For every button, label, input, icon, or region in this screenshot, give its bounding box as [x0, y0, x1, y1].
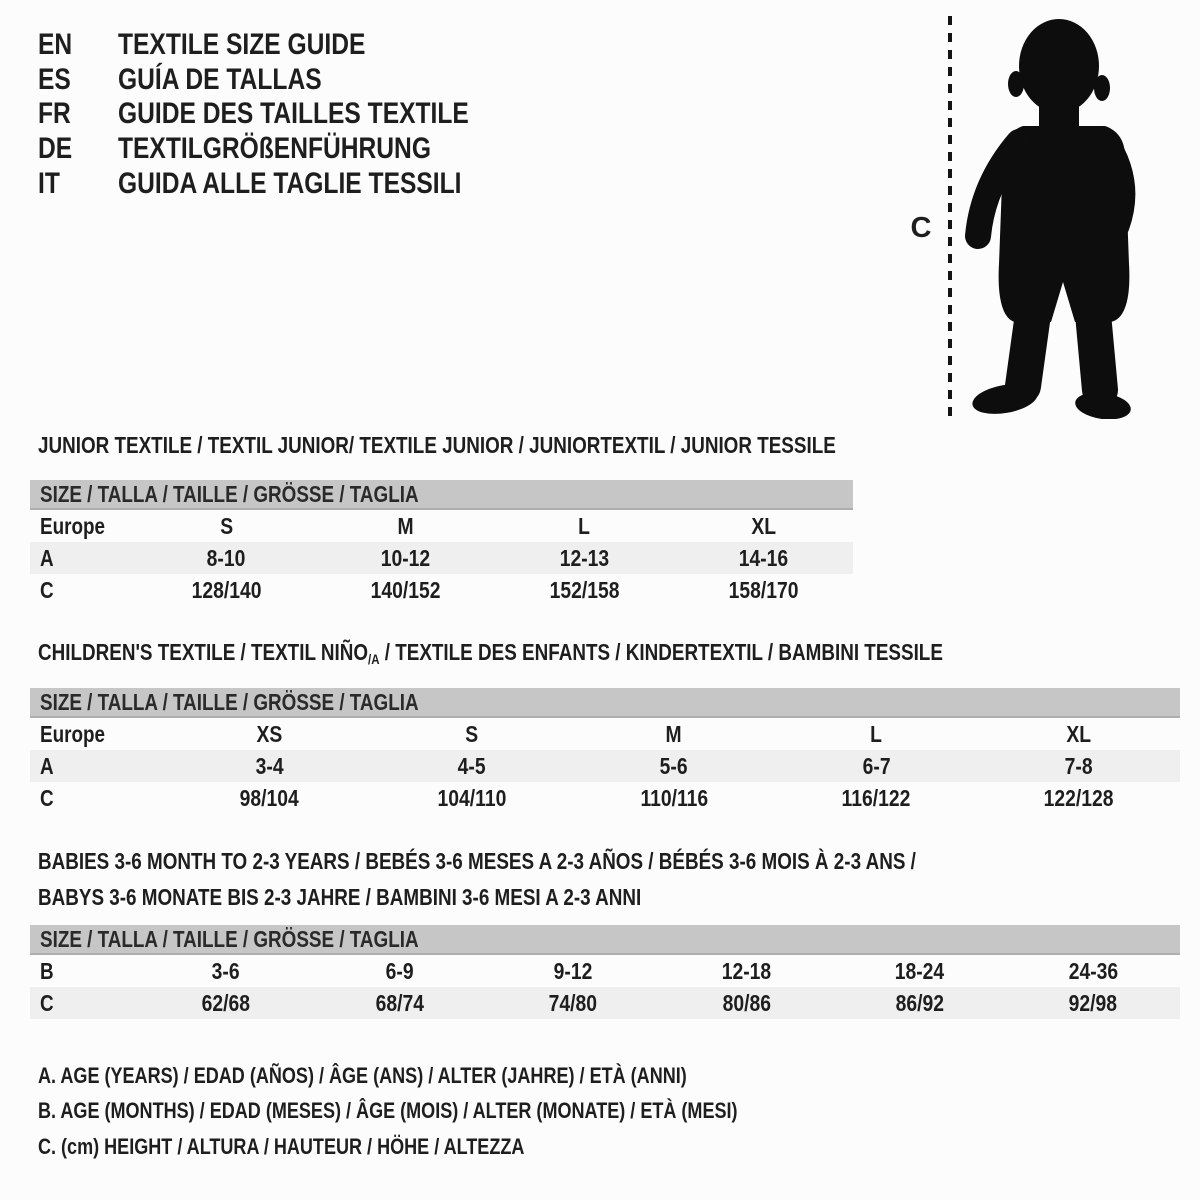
- height-measure-label: C: [910, 212, 932, 244]
- language-title: TEXTILE SIZE GUIDE: [118, 28, 366, 62]
- size-cell: S: [465, 720, 479, 747]
- size-cell: M: [397, 512, 414, 539]
- footnote: B. AGE (MONTHS) / EDAD (MESES) / ÂGE (MO…: [38, 1098, 738, 1124]
- toddler-silhouette-icon: [965, 19, 1136, 419]
- babies-title-line1: BABIES 3-6 MONTH TO 2-3 YEARS / BEBÉS 3-…: [38, 848, 916, 874]
- footnotes: A. AGE (YEARS) / EDAD (AÑOS) / ÂGE (ANS)…: [38, 1058, 891, 1165]
- footnote: A. AGE (YEARS) / EDAD (AÑOS) / ÂGE (ANS)…: [38, 1062, 687, 1088]
- row-label: B: [40, 957, 54, 984]
- value-cell: 98/104: [239, 784, 299, 811]
- value-cell: 104/110: [437, 784, 506, 811]
- size-header-label: SIZE / TALLA / TAILLE / GRÖSSE / TAGLIA: [40, 925, 419, 952]
- table-row-europe: Europe S M L XL: [30, 510, 853, 542]
- babies-size-table: SIZE / TALLA / TAILLE / GRÖSSE / TAGLIA …: [30, 925, 1180, 1019]
- row-label: Europe: [40, 512, 105, 539]
- row-label: A: [40, 544, 54, 571]
- value-cell: 4-5: [457, 752, 486, 779]
- value-cell: 62/68: [201, 989, 251, 1016]
- language-code: DE: [38, 132, 73, 166]
- babies-section-title: BABIES 3-6 MONTH TO 2-3 YEARS / BEBÉS 3-…: [38, 843, 1109, 915]
- value-cell: 68/74: [375, 989, 424, 1016]
- value-cell: 128/140: [191, 576, 262, 603]
- value-cell: 18-24: [895, 957, 945, 984]
- value-cell: 74/80: [548, 989, 598, 1016]
- language-row: ES GUÍA DE TALLAS: [38, 63, 546, 98]
- value-cell: 92/98: [1069, 989, 1118, 1016]
- row-label: C: [40, 576, 54, 603]
- language-code: FR: [38, 97, 71, 131]
- value-cell: 10-12: [380, 544, 431, 571]
- value-cell: 5-6: [660, 752, 688, 779]
- table-row-height: C 62/68 68/74 74/80 80/86 86/92 92/98: [30, 987, 1180, 1019]
- table-header-bar: SIZE / TALLA / TAILLE / GRÖSSE / TAGLIA: [30, 688, 1180, 718]
- value-cell: 8-10: [207, 544, 246, 571]
- table-row-height: C 128/140 140/152 152/158 158/170: [30, 574, 853, 606]
- size-cell: XL: [751, 512, 776, 539]
- value-cell: 152/158: [549, 576, 620, 603]
- value-cell: 6-9: [385, 957, 414, 984]
- row-label: Europe: [40, 720, 105, 747]
- value-cell: 140/152: [370, 576, 441, 603]
- value-cell: 6-7: [862, 752, 891, 779]
- table-row-height: C 98/104 104/110 110/116 116/122 122/128: [30, 782, 1180, 814]
- language-row: DE TEXTILGRÖßENFÜHRUNG: [38, 132, 546, 167]
- language-title: GUIDE DES TAILLES TEXTILE: [118, 97, 469, 131]
- value-cell: 3-6: [212, 957, 240, 984]
- language-title-list: EN TEXTILE SIZE GUIDE ES GUÍA DE TALLAS …: [38, 28, 546, 201]
- value-cell: 116/122: [842, 784, 911, 811]
- children-size-table: SIZE / TALLA / TAILLE / GRÖSSE / TAGLIA …: [30, 688, 1180, 814]
- children-title-suffix: / TEXTILE DES ENFANTS / KINDERTEXTIL / B…: [379, 639, 943, 665]
- children-title-sub: /A: [368, 651, 380, 667]
- value-cell: 14-16: [738, 544, 789, 571]
- table-header-bar: SIZE / TALLA / TAILLE / GRÖSSE / TAGLIA: [30, 480, 853, 510]
- language-title: TEXTILGRÖßENFÜHRUNG: [118, 132, 431, 166]
- row-label: C: [40, 989, 54, 1016]
- height-measure-line: [948, 16, 952, 418]
- language-row: EN TEXTILE SIZE GUIDE: [38, 28, 546, 63]
- language-code: ES: [38, 62, 71, 96]
- language-row: IT GUIDA ALLE TAGLIE TESSILI: [38, 166, 546, 201]
- table-row-months: B 3-6 6-9 9-12 12-18 18-24 24-36: [30, 955, 1180, 987]
- size-header-label: SIZE / TALLA / TAILLE / GRÖSSE / TAGLIA: [40, 688, 419, 715]
- value-cell: 24-36: [1068, 957, 1118, 984]
- table-row-age: A 8-10 10-12 12-13 14-16: [30, 542, 853, 574]
- table-row-age: A 3-4 4-5 5-6 6-7 7-8: [30, 750, 1180, 782]
- table-row-europe: Europe XS S M L XL: [30, 718, 1180, 750]
- junior-size-table: SIZE / TALLA / TAILLE / GRÖSSE / TAGLIA …: [30, 480, 853, 606]
- value-cell: 110/116: [640, 784, 708, 811]
- children-section-title: CHILDREN'S TEXTILE / TEXTIL NIÑO/A / TEX…: [38, 639, 1142, 672]
- language-code: EN: [38, 28, 73, 62]
- language-title: GUIDA ALLE TAGLIE TESSILI: [118, 166, 462, 200]
- size-cell: S: [220, 512, 233, 539]
- value-cell: 12-13: [559, 544, 610, 571]
- table-header-bar: SIZE / TALLA / TAILLE / GRÖSSE / TAGLIA: [30, 925, 1180, 955]
- size-cell: M: [665, 720, 683, 747]
- language-row: FR GUIDE DES TAILLES TEXTILE: [38, 97, 546, 132]
- language-code: IT: [38, 166, 60, 200]
- value-cell: 3-4: [255, 752, 284, 779]
- value-cell: 7-8: [1064, 752, 1093, 779]
- language-title: GUÍA DE TALLAS: [118, 62, 322, 96]
- size-cell: XL: [1066, 720, 1092, 747]
- size-header-label: SIZE / TALLA / TAILLE / GRÖSSE / TAGLIA: [40, 480, 419, 507]
- size-cell: L: [578, 512, 591, 539]
- value-cell: 122/128: [1043, 784, 1114, 811]
- junior-section-title: JUNIOR TEXTILE / TEXTIL JUNIOR/ TEXTILE …: [38, 432, 836, 458]
- value-cell: 80/86: [722, 989, 771, 1016]
- value-cell: 12-18: [721, 957, 772, 984]
- row-label: A: [40, 752, 54, 779]
- value-cell: 9-12: [553, 957, 593, 984]
- footnote: C. (cm) HEIGHT / ALTURA / HAUTEUR / HÖHE…: [38, 1133, 525, 1159]
- value-cell: 86/92: [895, 989, 944, 1016]
- row-label: C: [40, 784, 54, 811]
- size-cell: L: [870, 720, 883, 747]
- size-cell: XS: [256, 720, 283, 747]
- value-cell: 158/170: [728, 576, 799, 603]
- children-title-prefix: CHILDREN'S TEXTILE / TEXTIL NIÑO: [38, 639, 369, 665]
- babies-title-line2: BABYS 3-6 MONATE BIS 2-3 JAHRE / BAMBINI…: [38, 884, 642, 910]
